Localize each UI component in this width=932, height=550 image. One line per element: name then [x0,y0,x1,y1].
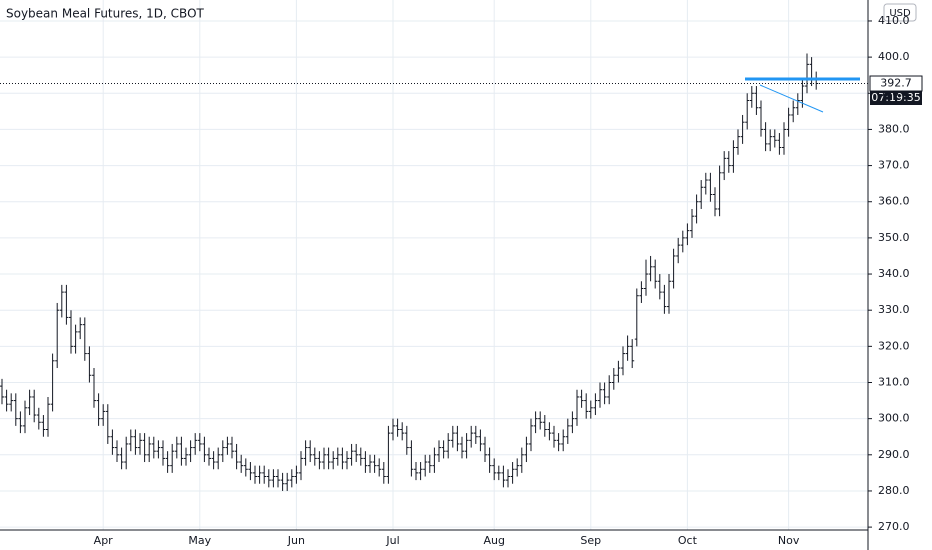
bars [0,53,819,491]
y-tick-label: 300.0 [878,412,910,425]
y-tick-label: 400.0 [878,50,910,63]
grid [0,0,868,530]
last-price-label: 392.7 [880,77,912,90]
y-tick-label: 340.0 [878,267,910,280]
countdown-box [870,90,922,105]
currency: USD [889,8,911,19]
y-tick-label: 360.0 [878,195,910,208]
countdown: 07:19:35 [871,91,920,104]
y-tick-label: 370.0 [878,159,910,172]
y-tick-label: 330.0 [878,303,910,316]
x-tick-label: Oct [678,534,698,547]
trend-drawing [759,84,824,113]
chart-title: Soybean Meal Futures, 1D, CBOT [6,7,205,21]
currency-box[interactable] [883,3,917,22]
x-tick-label: Aug [483,534,504,547]
x-tick-label: May [188,534,211,547]
y-tick-label: 320.0 [878,339,910,352]
x-tick-label: Nov [778,534,800,547]
y-tick-label: 280.0 [878,484,910,497]
y-tick-label: 410.0 [878,14,910,27]
x-tick-label: Jul [385,534,399,547]
x-tick-label: Apr [94,534,114,547]
x-tick-label: Jun [287,534,305,547]
y-tick-label: 290.0 [878,448,910,461]
y-tick-label: 380.0 [878,122,910,135]
y-tick-label: 310.0 [878,375,910,388]
x-tick-label: Sep [580,534,601,547]
last-price-box [869,75,923,92]
y-tick-label: 270.0 [878,520,910,533]
y-tick-label: 350.0 [878,231,910,244]
